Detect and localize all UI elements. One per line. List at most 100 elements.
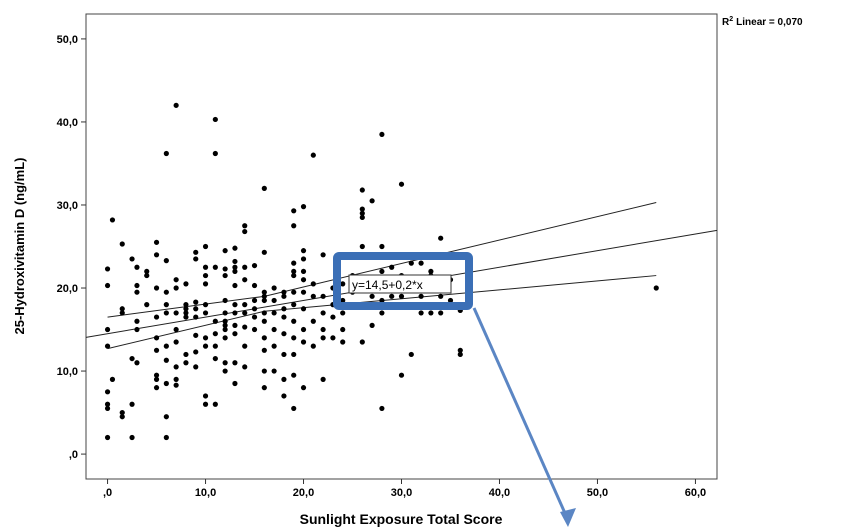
data-point: [202, 393, 209, 399]
data-point: [173, 102, 179, 108]
data-point: [251, 262, 258, 269]
data-point: [222, 310, 228, 316]
data-point: [271, 297, 277, 304]
data-point: [129, 434, 135, 441]
data-point: [232, 380, 238, 387]
data-point: [232, 264, 238, 270]
data-point: [173, 364, 179, 370]
data-point: [418, 293, 424, 299]
data-point: [320, 335, 326, 341]
data-point: [408, 351, 414, 358]
data-point: [300, 339, 307, 345]
y-tick-label: 50,0: [57, 34, 78, 46]
data-point: [457, 347, 463, 353]
y-tick-label: 20,0: [57, 283, 78, 295]
data-point: [379, 268, 385, 275]
data-point: [359, 339, 365, 345]
data-point: [193, 364, 199, 370]
y-tick-label: ,0: [69, 449, 78, 461]
data-point: [202, 335, 209, 341]
data-point: [202, 343, 209, 349]
data-point: [261, 293, 267, 299]
data-point: [144, 272, 150, 279]
data-point: [291, 289, 297, 295]
data-point: [359, 206, 365, 212]
data-point: [222, 248, 228, 254]
data-point: [183, 302, 189, 308]
data-point: [202, 243, 209, 250]
data-point: [261, 310, 267, 316]
data-point: [222, 326, 228, 333]
data-point: [109, 376, 116, 382]
data-point: [153, 314, 160, 320]
equation-label: y=14,5+0,2*x: [352, 278, 423, 292]
data-point: [202, 272, 209, 279]
data-point: [212, 116, 218, 123]
data-point: [104, 343, 111, 349]
data-point: [438, 293, 444, 299]
data-point: [153, 347, 160, 353]
callout-arrow: [472, 307, 570, 521]
data-point: [104, 405, 111, 412]
data-point: [281, 376, 287, 382]
data-point: [163, 150, 169, 157]
data-point: [232, 245, 238, 251]
data-point: [183, 351, 189, 358]
data-point: [119, 306, 125, 312]
data-point: [134, 318, 140, 324]
data-point: [300, 256, 307, 262]
data-point: [153, 252, 160, 258]
data-point: [291, 302, 297, 308]
data-point: [291, 318, 297, 324]
equation-box: [348, 274, 452, 294]
y-tick-label: 10,0: [57, 366, 78, 378]
data-point: [251, 306, 258, 312]
data-point: [281, 306, 287, 312]
r-squared-label: R2 Linear = 0,070: [722, 16, 803, 28]
data-point: [109, 217, 116, 223]
data-point: [163, 357, 169, 363]
data-point: [379, 243, 385, 250]
data-point: [173, 339, 179, 345]
data-point: [212, 318, 218, 324]
data-point: [212, 355, 218, 362]
data-point: [104, 282, 111, 289]
data-point: [193, 332, 199, 338]
data-point: [300, 268, 307, 275]
axis-ticks: [81, 38, 696, 484]
data-point: [193, 249, 199, 255]
data-point: [232, 258, 238, 265]
data-point: [134, 289, 140, 295]
data-point: [242, 228, 248, 235]
data-point: [389, 293, 395, 299]
x-tick-label: 50,0: [587, 487, 608, 499]
x-tick-label: 20,0: [293, 487, 314, 499]
data-point: [202, 310, 209, 316]
data-point: [212, 264, 218, 270]
data-point: [291, 372, 297, 378]
data-point: [281, 314, 287, 320]
data-point: [398, 181, 405, 187]
data-point: [271, 310, 277, 316]
data-point: [242, 364, 248, 370]
data-point: [438, 235, 444, 241]
data-point: [144, 302, 150, 308]
data-point: [359, 214, 365, 221]
data-point: [222, 322, 228, 328]
data-point: [281, 351, 287, 358]
data-point: [163, 434, 169, 441]
data-point: [163, 414, 169, 420]
data-point: [153, 385, 160, 391]
data-point: [232, 360, 238, 366]
data-point: [134, 326, 140, 333]
data-point: [379, 131, 385, 138]
data-point: [291, 272, 297, 279]
data-point: [104, 434, 111, 441]
data-point: [183, 314, 189, 320]
data-point: [300, 289, 307, 295]
data-point: [119, 409, 125, 416]
data-point: [271, 343, 277, 349]
y-tick-labels: ,0 10,0 20,0 30,0 40,0 50,0: [57, 34, 78, 461]
data-point: [202, 264, 209, 270]
